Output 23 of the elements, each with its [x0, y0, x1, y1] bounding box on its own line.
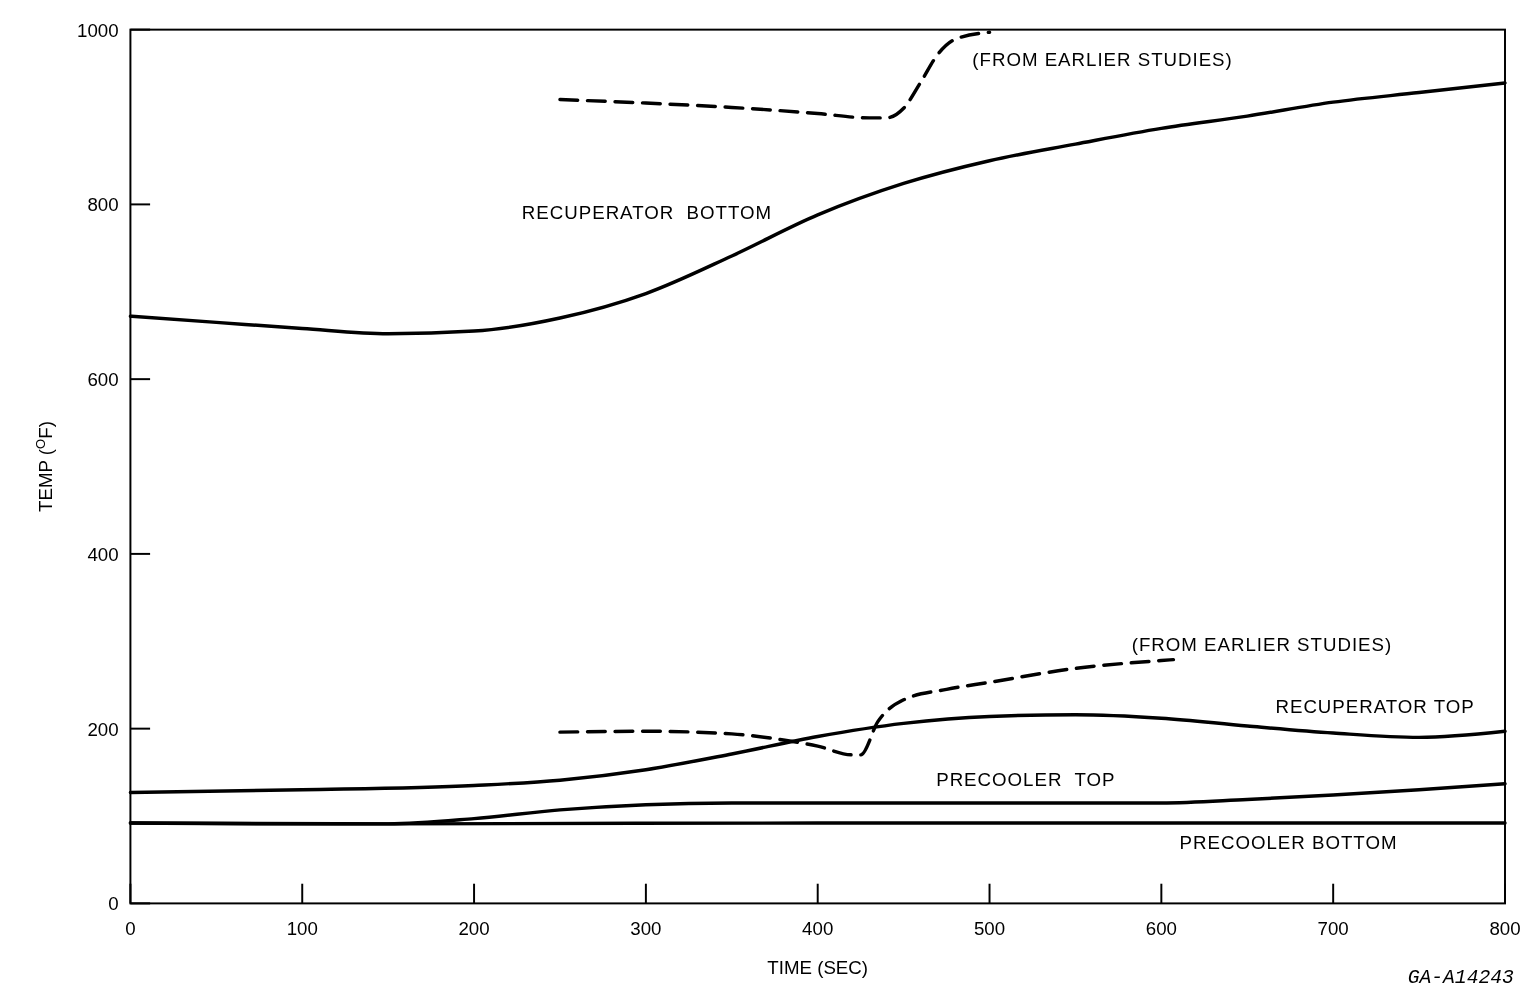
series-label: PRECOOLER BOTTOM [1179, 832, 1398, 854]
x-tick-label: 600 [1145, 917, 1177, 939]
y-tick-label: 600 [87, 369, 119, 391]
series-label: RECUPERATOR BOTTOM [521, 201, 773, 223]
series-label: (FROM EARLIER STUDIES) [1131, 633, 1393, 655]
series-label: (FROM EARLIER STUDIES) [972, 49, 1233, 71]
x-tick-label: 500 [973, 917, 1006, 939]
y-tick-label: 800 [87, 194, 119, 216]
x-tick-label: 200 [458, 917, 490, 939]
x-tick-label: 0 [125, 917, 136, 939]
x-tick-label: 300 [630, 917, 662, 939]
series-label: RECUPERATOR TOP [1275, 695, 1475, 717]
series-label: PRECOOLER TOP [936, 769, 1116, 791]
y-tick-label: 1000 [77, 19, 119, 41]
y-tick-label: 0 [108, 893, 119, 915]
y-tick-label: 200 [87, 718, 119, 740]
x-axis-title: TIME (SEC) [767, 957, 869, 979]
y-tick-label: 400 [87, 543, 119, 565]
x-tick-label: 100 [286, 917, 318, 939]
text: GA-A14243 [1407, 967, 1515, 990]
x-tick-label: 700 [1317, 917, 1349, 939]
x-tick-label: 400 [802, 917, 834, 939]
x-tick-label: 800 [1489, 917, 1521, 939]
